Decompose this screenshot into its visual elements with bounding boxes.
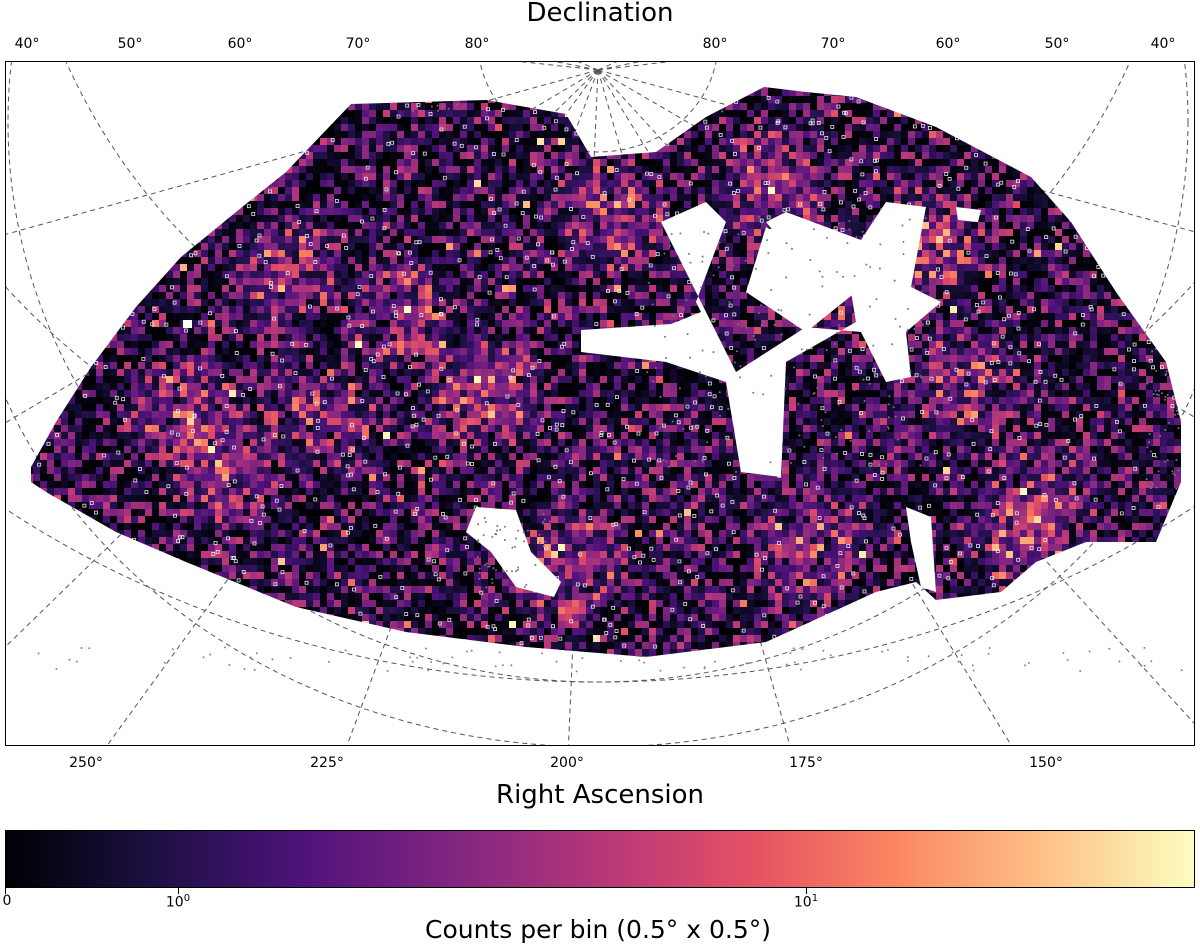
dec-tick-label: 40°: [14, 36, 40, 52]
sky-map: [6, 62, 1194, 745]
masked-regions: [183, 87, 1180, 597]
dec-tick-label: 80°: [464, 36, 490, 52]
colorbar: [5, 830, 1195, 888]
colorbar-tick-mark: [806, 888, 807, 894]
colorbar-tick-mark: [178, 888, 179, 894]
dec-tick-label: 40°: [1150, 36, 1176, 52]
colorbar-tick-mark: [5, 888, 6, 894]
dec-tick-label: 60°: [227, 36, 253, 52]
dec-tick-label: 70°: [345, 36, 371, 52]
bottom-axis-title: Right Ascension: [496, 780, 704, 810]
dec-tick-label: 80°: [702, 36, 728, 52]
ra-tick-label: 175°: [789, 755, 823, 771]
dec-tick-label: 50°: [1044, 36, 1070, 52]
sky-map-panel: [5, 61, 1195, 746]
dec-tick-label: 60°: [935, 36, 961, 52]
ra-tick-label: 200°: [550, 755, 584, 771]
dec-tick-label: 70°: [820, 36, 846, 52]
ra-tick-label: 225°: [310, 755, 344, 771]
colorbar-tick-label: 0: [2, 893, 12, 909]
colorbar-label: Counts per bin (0.5° x 0.5°): [424, 915, 772, 944]
ra-tick-label: 150°: [1029, 755, 1063, 771]
top-axis-title: Declination: [526, 0, 674, 28]
colorbar-tick-label: 101: [793, 893, 819, 911]
ra-tick-label: 250°: [69, 755, 103, 771]
dec-tick-label: 50°: [117, 36, 143, 52]
heatmap-bins: [31, 87, 1181, 657]
colorbar-tick-label: 100: [165, 893, 191, 911]
